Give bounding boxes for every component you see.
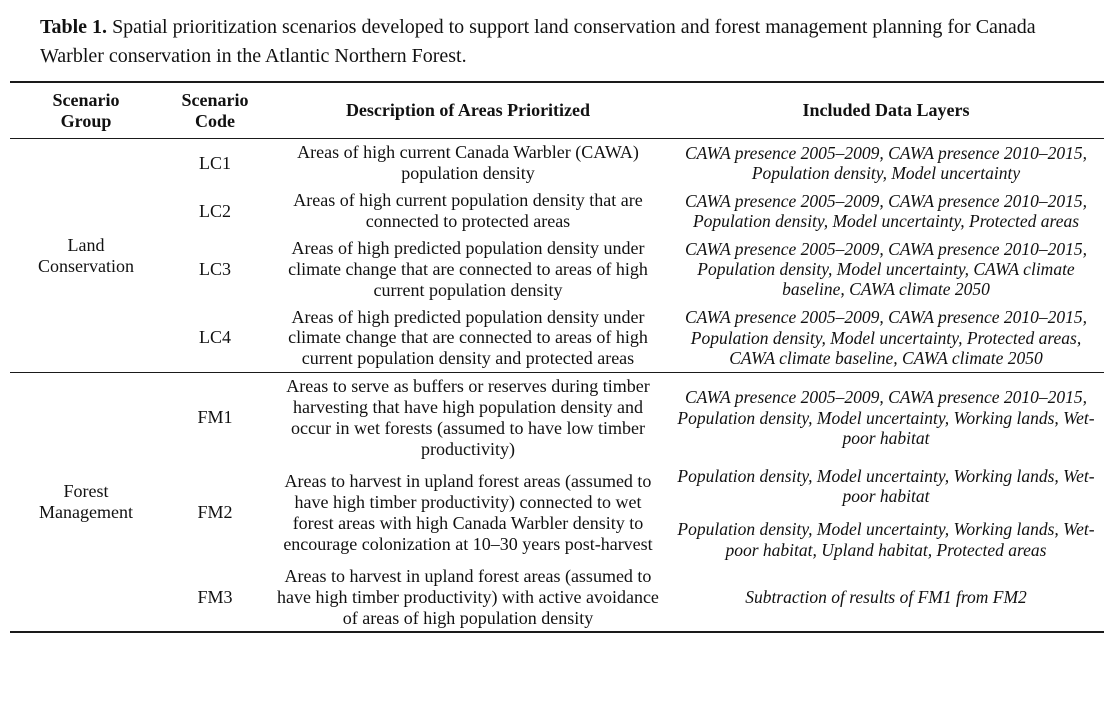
table-row: FM2 Areas to harvest in upland forest ar… xyxy=(10,463,1104,563)
scenario-table: Scenario Group Scenario Code Description… xyxy=(10,81,1104,634)
header-included-data-layers: Included Data Layers xyxy=(668,82,1104,140)
layers-cell: CAWA presence 2005–2009, CAWA presence 2… xyxy=(668,187,1104,235)
layers-paragraph: CAWA presence 2005–2009, CAWA presence 2… xyxy=(684,238,1088,300)
table-caption-label: Table 1. xyxy=(40,16,108,38)
layers-paragraph: CAWA presence 2005–2009, CAWA presence 2… xyxy=(677,387,1095,449)
layers-paragraph: CAWA presence 2005–2009, CAWA presence 2… xyxy=(684,142,1088,184)
table-row: LC3 Areas of high predicted population d… xyxy=(10,235,1104,304)
layers-cell: CAWA presence 2005–2009, CAWA presence 2… xyxy=(668,139,1104,187)
layers-cell: CAWA presence 2005–2009, CAWA presence 2… xyxy=(668,373,1104,463)
table-row: FM3 Areas to harvest in upland forest ar… xyxy=(10,563,1104,633)
layers-cell: Population density, Model uncertainty, W… xyxy=(668,463,1104,563)
table-row: Land Conservation LC1 Areas of high curr… xyxy=(10,139,1104,275)
table-row: LC2 Areas of high current population den… xyxy=(10,187,1104,235)
description-cell: Areas to harvest in upland forest areas … xyxy=(277,565,659,628)
layers-paragraph: Population density, Model uncertainty, W… xyxy=(677,519,1095,560)
header-description: Description of Areas Prioritized xyxy=(268,82,668,140)
description-cell: Areas of high current Canada Warbler (CA… xyxy=(297,142,639,184)
code-cell: FM2 xyxy=(197,502,233,523)
description-cell: Areas to serve as buffers or reserves du… xyxy=(286,376,650,459)
layers-paragraph: Population density, Model uncertainty, W… xyxy=(677,465,1095,506)
group-label-forest-management: Forest Management xyxy=(39,481,133,523)
layers-cell: CAWA presence 2005–2009, CAWA presence 2… xyxy=(668,235,1104,304)
group-section-land-conservation: Land Conservation LC1 Areas of high curr… xyxy=(10,139,1104,373)
table-caption-text: Spatial prioritization scenarios develop… xyxy=(40,16,1036,67)
group-section-forest-management: Forest Management FM1 Areas to serve as … xyxy=(10,373,1104,633)
code-cell: LC3 xyxy=(198,258,231,279)
description-cell: Areas of high current population density… xyxy=(293,190,643,231)
layers-cell: CAWA presence 2005–2009, CAWA presence 2… xyxy=(668,304,1104,373)
code-cell: FM3 xyxy=(197,586,233,607)
description-cell: Areas of high predicted population densi… xyxy=(288,306,648,369)
code-cell: LC1 xyxy=(198,152,231,173)
description-cell: Areas of high predicted population densi… xyxy=(288,237,648,300)
table-row: LC4 Areas of high predicted population d… xyxy=(10,304,1104,373)
table-row: Forest Management FM1 Areas to serve as … xyxy=(10,373,1104,522)
table-header-row: Scenario Group Scenario Code Description… xyxy=(10,82,1104,140)
layers-cell: Subtraction of results of FM1 from FM2 xyxy=(668,563,1104,633)
group-label-land-conservation: Land Conservation xyxy=(38,234,134,276)
header-scenario-code: Scenario Code xyxy=(162,82,268,140)
code-cell: LC2 xyxy=(198,200,231,221)
layers-paragraph: CAWA presence 2005–2009, CAWA presence 2… xyxy=(684,307,1088,368)
code-cell: FM1 xyxy=(197,407,233,428)
header-scenario-group: Scenario Group xyxy=(10,82,162,140)
layers-paragraph: Subtraction of results of FM1 from FM2 xyxy=(745,586,1027,607)
table-caption: Table 1. Spatial prioritization scenario… xyxy=(40,13,1076,71)
code-cell: LC4 xyxy=(198,327,231,348)
description-cell: Areas to harvest in upland forest areas … xyxy=(283,470,653,554)
layers-paragraph: CAWA presence 2005–2009, CAWA presence 2… xyxy=(684,190,1088,231)
